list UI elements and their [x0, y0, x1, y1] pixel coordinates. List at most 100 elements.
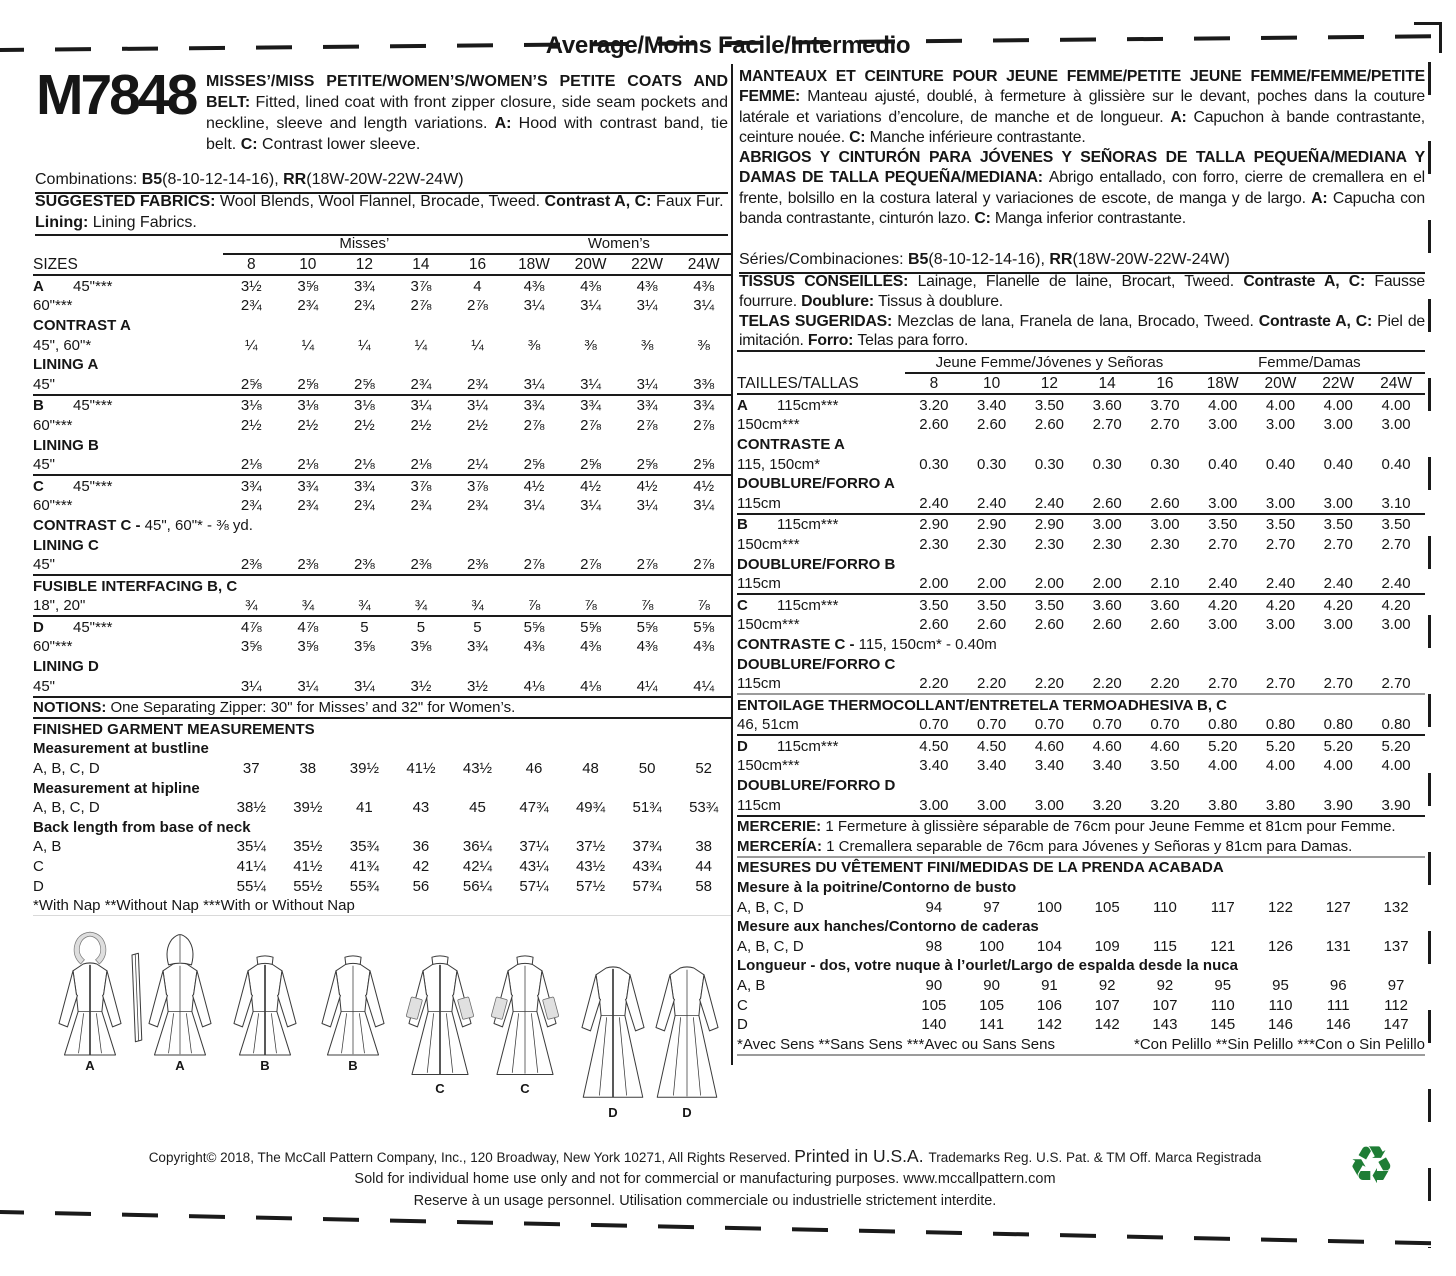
table-cell: 3.00 [1381, 616, 1411, 634]
table-cell: ⅜ [584, 336, 597, 354]
table-cell: 104 [1036, 937, 1062, 955]
table-cell: ⅜ [697, 336, 710, 354]
table-cell: 3.00 [1208, 494, 1238, 512]
table-row: Back length from base of neck [33, 817, 732, 837]
table-cell: D [737, 737, 748, 755]
table-cell: 4.20 [1309, 593, 1368, 615]
table-cell: 18", 20" [33, 597, 86, 615]
table-row: ENTOILAGE THERMOCOLLANT/ENTRETELA TERMOA… [737, 693, 1425, 715]
table-row: A, B 35¼ 35½ 35¾ 36 36¼ 37¼ 37½ 37¾ 38 [33, 837, 732, 857]
table-cell: 2½ [410, 416, 432, 434]
table-cell: 2⅞ [523, 556, 545, 574]
table-cell: 3¼ [449, 393, 506, 416]
table-cell: C [737, 996, 748, 1014]
table-cell: 50 [638, 760, 656, 778]
table-cell: 110 [1152, 898, 1177, 916]
table-cell: *With Nap **Without Nap ***With or Witho… [33, 896, 732, 916]
telas-line: TELAS SUGERIDAS: Mezclas de lana, Franel… [739, 312, 1425, 350]
copyright-line-3: Reserve à un usage personnel. Utilisatio… [413, 1193, 997, 1209]
table-cell: DOUBLURE/FORRO B [737, 555, 896, 573]
table-cell: 107 [1152, 996, 1178, 1014]
table-cell: 35½ [293, 838, 323, 856]
coat-a-front-drawing [58, 931, 122, 1056]
table-cell: 3.80 [1208, 796, 1238, 814]
table-cell: 127 [1325, 898, 1351, 916]
table-cell: 3.00 [1265, 494, 1296, 512]
table-cell: 0.70 [1092, 716, 1122, 734]
table-cell: 4.00 [1265, 396, 1296, 414]
table-cell: C 45"*** [33, 474, 223, 496]
table-cell: TAILLES/TALLAS [737, 372, 905, 396]
table-cell: 16 [449, 253, 506, 277]
table-cell: SIZES [33, 253, 223, 277]
table-cell: ¾ [301, 597, 315, 615]
table-cell: 2¾ [353, 497, 375, 515]
table-cell: 2.30 [1092, 535, 1122, 553]
table-cell: ¾ [414, 597, 428, 615]
table-cell: 35¼ [236, 838, 266, 856]
table-cell: 37½ [575, 838, 606, 856]
table-cell: 3.00 [1208, 616, 1238, 634]
table-cell: 3¼ [580, 375, 601, 393]
table-cell: 2.40 [1381, 575, 1411, 593]
table-cell: 126 [1267, 937, 1293, 955]
table-cell: MERCERIE: 1 Fermeture à glissière sépara… [737, 814, 1425, 837]
table-cell: 3⅛ [279, 393, 337, 416]
table-cell: 2⅜ [467, 556, 488, 574]
table-cell: 5.20 [1193, 734, 1252, 756]
table-row: FUSIBLE INTERFACING B, C [33, 574, 732, 596]
table-cell: 60"*** [33, 638, 73, 656]
table-cell: 3.00 [1078, 512, 1137, 535]
table-cell: A, B, C, D [737, 897, 905, 917]
table-cell: 3½ [467, 677, 488, 695]
table-cell: 5.20 [1251, 734, 1310, 756]
table-cell: 0.70 [1034, 716, 1065, 734]
table-cell: 2½ [297, 416, 319, 434]
table-cell: 4½ [562, 474, 619, 496]
table-cell: 3¾ [353, 277, 375, 295]
table-cell: 5.20 [1309, 734, 1368, 756]
table-cell: 37¼ [519, 838, 549, 856]
table-cell: 4.50 [962, 734, 1021, 756]
table-cell: DOUBLURE/FORRO D [737, 777, 896, 795]
table-cell: 2.40 [977, 494, 1007, 512]
table-cell: 2.40 [919, 494, 949, 512]
table-cell: 60"*** [33, 415, 223, 435]
table-cell: CONTRAST A [33, 316, 131, 334]
table-cell: 3¼ [392, 393, 450, 416]
table-cell: 105 [1094, 898, 1120, 916]
table-cell: 2⅝ [636, 456, 658, 474]
table-cell: 2½ [467, 416, 488, 434]
table-cell: 0.30 [1150, 455, 1180, 473]
table-cell: 2.20 [1150, 675, 1180, 693]
table-cell: *With Nap **Without Nap ***With or Witho… [33, 897, 355, 915]
table-cell: 3.00 [919, 796, 949, 814]
table-cell: 100 [1036, 898, 1062, 916]
table-row: 115cm 2.20 2.20 2.20 2.20 2.20 2.70 2.70 2.70 2.7… [737, 674, 1425, 695]
table-cell: 110 [1268, 996, 1293, 1014]
table-cell: 2.90 [1020, 512, 1079, 535]
table-cell: 115cm*** [777, 516, 839, 534]
table-cell: 49¾ [575, 799, 606, 817]
table-cell: ⅞ [697, 597, 710, 615]
table-cell: 2.70 [1265, 535, 1296, 553]
table-cell: 4⅜ [523, 638, 545, 656]
table-cell: 115cm*** [777, 737, 839, 755]
table-cell: 2.30 [1034, 535, 1065, 553]
table-cell: 4.00 [1381, 757, 1411, 775]
table-cell: 3.00 [1208, 416, 1238, 434]
table-cell: 2.70 [1381, 535, 1411, 553]
table-row: D 115cm*** 4.50 4.50 4.60 4.60 4.60 5.20 5.20 5.2… [737, 734, 1425, 756]
table-row: *With Nap **Without Nap ***With or Witho… [33, 896, 732, 916]
table-cell: 3¼ [523, 297, 545, 315]
table-cell: 22W [1309, 372, 1368, 396]
table-cell: 46, 51cm [737, 715, 905, 736]
table-cell: 3½ [240, 277, 262, 295]
table-row: FINISHED GARMENT MEASUREMENTS [33, 717, 732, 739]
table-cell: 2.70 [1323, 675, 1353, 693]
table-cell: 142 [1094, 1016, 1120, 1034]
table-cell: 115, 150cm* [737, 455, 821, 473]
table-cell: A [737, 396, 748, 414]
table-cell: 0.80 [1265, 716, 1296, 734]
